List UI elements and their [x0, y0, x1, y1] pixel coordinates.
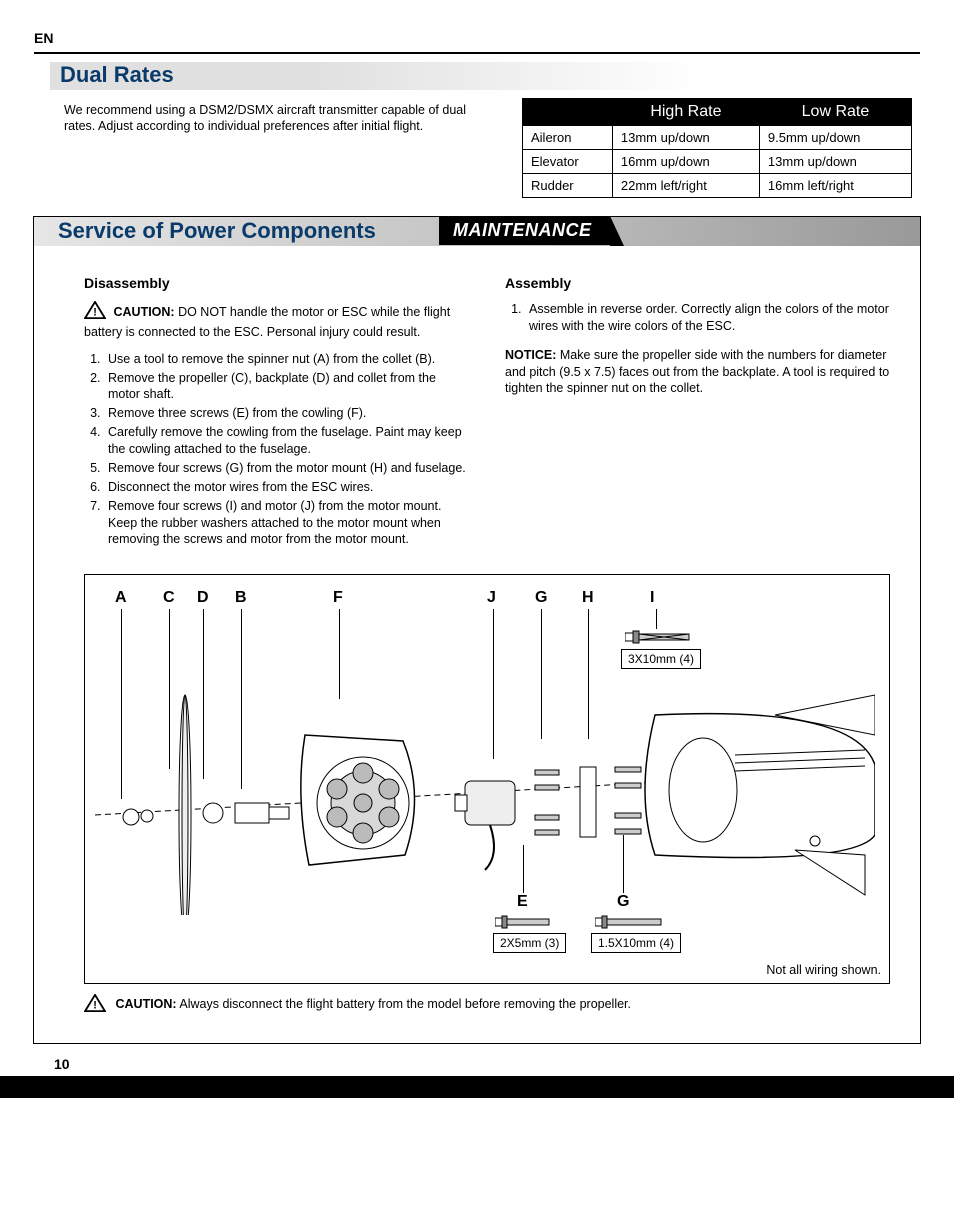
- dual-rates-band: Dual Rates: [50, 62, 920, 90]
- assembly-steps: Assemble in reverse order. Correctly ali…: [505, 301, 890, 335]
- diagram-label-C: C: [163, 589, 175, 607]
- assembly-notice: NOTICE: Make sure the propeller side wit…: [505, 347, 890, 398]
- diagram-footer-note: Not all wiring shown.: [766, 963, 881, 977]
- disassembly-heading: Disassembly: [84, 274, 469, 293]
- assembly-col: Assembly Assemble in reverse order. Corr…: [505, 274, 890, 550]
- caution-icon: !: [84, 301, 106, 324]
- diagram-label-J: J: [487, 589, 496, 607]
- dual-rates-table: High Rate Low Rate Aileron 13mm up/down …: [522, 98, 912, 198]
- exploded-diagram: A C D B F J G H I 3X10mm (4): [84, 574, 890, 984]
- top-rule: [34, 52, 920, 54]
- disassembly-col: Disassembly ! CAUTION: DO NOT handle the…: [84, 274, 469, 550]
- rates-lo-header: Low Rate: [759, 99, 911, 126]
- service-title: Service of Power Components: [58, 218, 376, 244]
- diagram-label-E: E: [517, 893, 528, 911]
- screw-icon: [595, 913, 673, 931]
- assembly-heading: Assembly: [505, 274, 890, 293]
- table-row: Rudder 22mm left/right 16mm left/right: [523, 174, 912, 198]
- table-row: Aileron 13mm up/down 9.5mm up/down: [523, 126, 912, 150]
- diagram-label-H: H: [582, 589, 594, 607]
- caution-icon: !: [84, 994, 106, 1015]
- language-tag: EN: [34, 30, 920, 46]
- diagram-label-G2: G: [617, 893, 629, 911]
- dual-rates-title: Dual Rates: [60, 62, 174, 88]
- screw-spec-G: 1.5X10mm (4): [591, 933, 681, 953]
- rates-hi-header: High Rate: [612, 99, 759, 126]
- svg-text:!: !: [93, 306, 97, 318]
- service-box: Service of Power Components MAINTENANCE …: [33, 216, 921, 1044]
- screw-icon: [625, 627, 695, 647]
- page-number: 10: [54, 1056, 70, 1072]
- maintenance-tab: MAINTENANCE: [439, 216, 610, 245]
- rates-blank-header: [523, 99, 613, 126]
- screw-icon: [495, 913, 565, 931]
- disassembly-steps: Use a tool to remove the spinner nut (A)…: [84, 351, 469, 549]
- dual-rates-intro: We recommend using a DSM2/DSMX aircraft …: [64, 98, 494, 198]
- exploded-illustration: [95, 655, 875, 915]
- screw-spec-E: 2X5mm (3): [493, 933, 566, 953]
- diagram-label-D: D: [197, 589, 209, 607]
- disassembly-caution: ! CAUTION: DO NOT handle the motor or ES…: [84, 301, 469, 341]
- diagram-label-A: A: [115, 589, 127, 607]
- diagram-label-G: G: [535, 589, 547, 607]
- table-row: Elevator 16mm up/down 13mm up/down: [523, 150, 912, 174]
- diagram-label-B: B: [235, 589, 247, 607]
- bottom-caution: ! CAUTION: Always disconnect the flight …: [84, 994, 890, 1015]
- svg-text:!: !: [93, 1000, 97, 1012]
- diagram-label-I: I: [650, 589, 654, 607]
- footer-strip: [0, 1076, 954, 1098]
- diagram-label-F: F: [333, 589, 343, 607]
